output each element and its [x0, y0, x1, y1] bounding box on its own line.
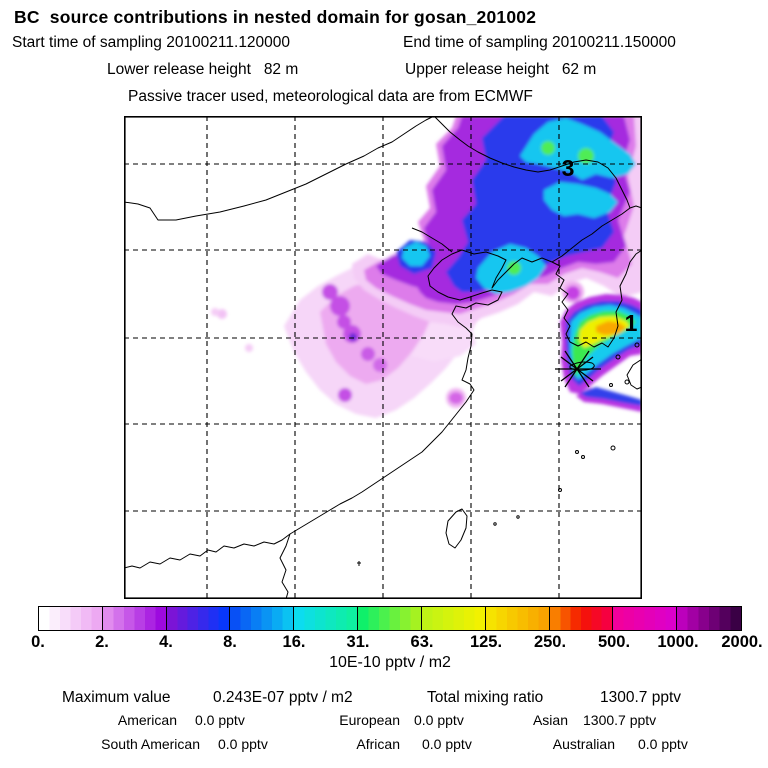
island-dot: [493, 522, 497, 526]
max-value-label: Maximum value: [62, 689, 171, 706]
region-australian-label: Australian: [552, 736, 615, 752]
end-time-text: End time of sampling 20100211.150000: [403, 34, 676, 51]
region-african-label: African: [356, 736, 400, 752]
map-frame: [124, 116, 643, 599]
colorbar-tick-label: 250.: [533, 633, 567, 651]
tracer-info-text: Passive tracer used, meteorological data…: [128, 88, 533, 105]
colorbar-tick-label: 16.: [282, 633, 306, 651]
region-american-value: 0.0 pptv: [195, 712, 245, 728]
island-dot: [634, 342, 640, 348]
colorbar-tick-label: 0.: [31, 633, 45, 651]
coastline-korea: [551, 249, 642, 348]
region-american-label: American: [117, 712, 177, 728]
coastlines: [124, 116, 642, 599]
colorbar-segment: [677, 607, 741, 630]
upper-release-text: Upper release height 62 m: [405, 61, 597, 78]
map-label-3: 3: [562, 155, 575, 181]
start-time-text: Start time of sampling 20100211.120000: [12, 34, 291, 51]
coastline-amur: [433, 116, 642, 209]
region-european-value: 0.0 pptv: [414, 712, 464, 728]
colorbar-segment: [485, 607, 550, 630]
coast-detail-hongkong: [357, 561, 361, 566]
island-dot: [610, 445, 616, 451]
colorbar-segment: [294, 607, 359, 630]
colorbar-segment: [421, 607, 486, 630]
island-taiwan: [445, 508, 468, 549]
colorbar-tick-label: 63.: [410, 633, 434, 651]
coastline-china-east: [124, 249, 553, 569]
region-asian-value: 1300.7 pptv: [583, 712, 657, 728]
plume-korea: [560, 281, 642, 412]
map-panel: 3 1: [124, 116, 643, 599]
plume-northeast: [352, 116, 642, 328]
map-label-1: 1: [625, 310, 638, 336]
colorbar-tick-label: 2.: [95, 633, 109, 651]
region-australian-value: 0.0 pptv: [638, 736, 688, 752]
colorbar-segment: [230, 607, 295, 630]
coastline-south-exit: [279, 533, 291, 599]
region-south-american-label: South American: [101, 736, 200, 752]
coastline-inner-ne: [411, 227, 453, 253]
colorbar-tick-label: 31.: [346, 633, 370, 651]
colorbar-tick-label: 500.: [597, 633, 631, 651]
receptor-star-marker: [555, 350, 601, 388]
coastline-north-border: [124, 116, 435, 221]
colorbar-tick-label: 125.: [469, 633, 503, 651]
island-dot: [575, 450, 579, 454]
coastline-yalu-border: [551, 207, 631, 263]
total-ratio-value: 1300.7 pptv: [600, 689, 682, 706]
region-african-value: 0.0 pptv: [422, 736, 472, 752]
colorbar: [38, 606, 742, 631]
island-dot: [581, 455, 585, 459]
colorbar-segment: [166, 607, 231, 630]
island-dot: [624, 379, 630, 385]
region-asian-label: Asian: [532, 712, 568, 728]
colorbar-tick-label: 2000.: [721, 633, 763, 651]
colorbar-segment: [549, 607, 614, 630]
island-dot: [609, 383, 613, 387]
colorbar-segment: [102, 607, 167, 630]
island-dot: [615, 354, 621, 360]
island-kyushu: [626, 358, 642, 390]
colorbar-tick-label: 8.: [223, 633, 237, 651]
lower-release-text: Lower release height 82 m: [107, 61, 299, 78]
region-south-american-value: 0.0 pptv: [218, 736, 268, 752]
colorbar-tick-label: 1000.: [657, 633, 699, 651]
colorbar-tick-label: 4.: [159, 633, 173, 651]
island-dot: [516, 515, 520, 519]
colorbar-unit-label: 10E-10 pptv / m2: [329, 654, 451, 671]
source-contribution-map: 3 1: [124, 116, 643, 599]
colorbar-segment: [358, 607, 422, 630]
colorbar-segment: [39, 607, 103, 630]
region-european-label: European: [339, 712, 400, 728]
max-value-text: 0.243E-07 pptv / m2: [213, 689, 353, 706]
figure-title: BC source contributions in nested domain…: [14, 7, 537, 27]
colorbar-segment: [613, 607, 678, 630]
total-ratio-label: Total mixing ratio: [427, 689, 544, 706]
